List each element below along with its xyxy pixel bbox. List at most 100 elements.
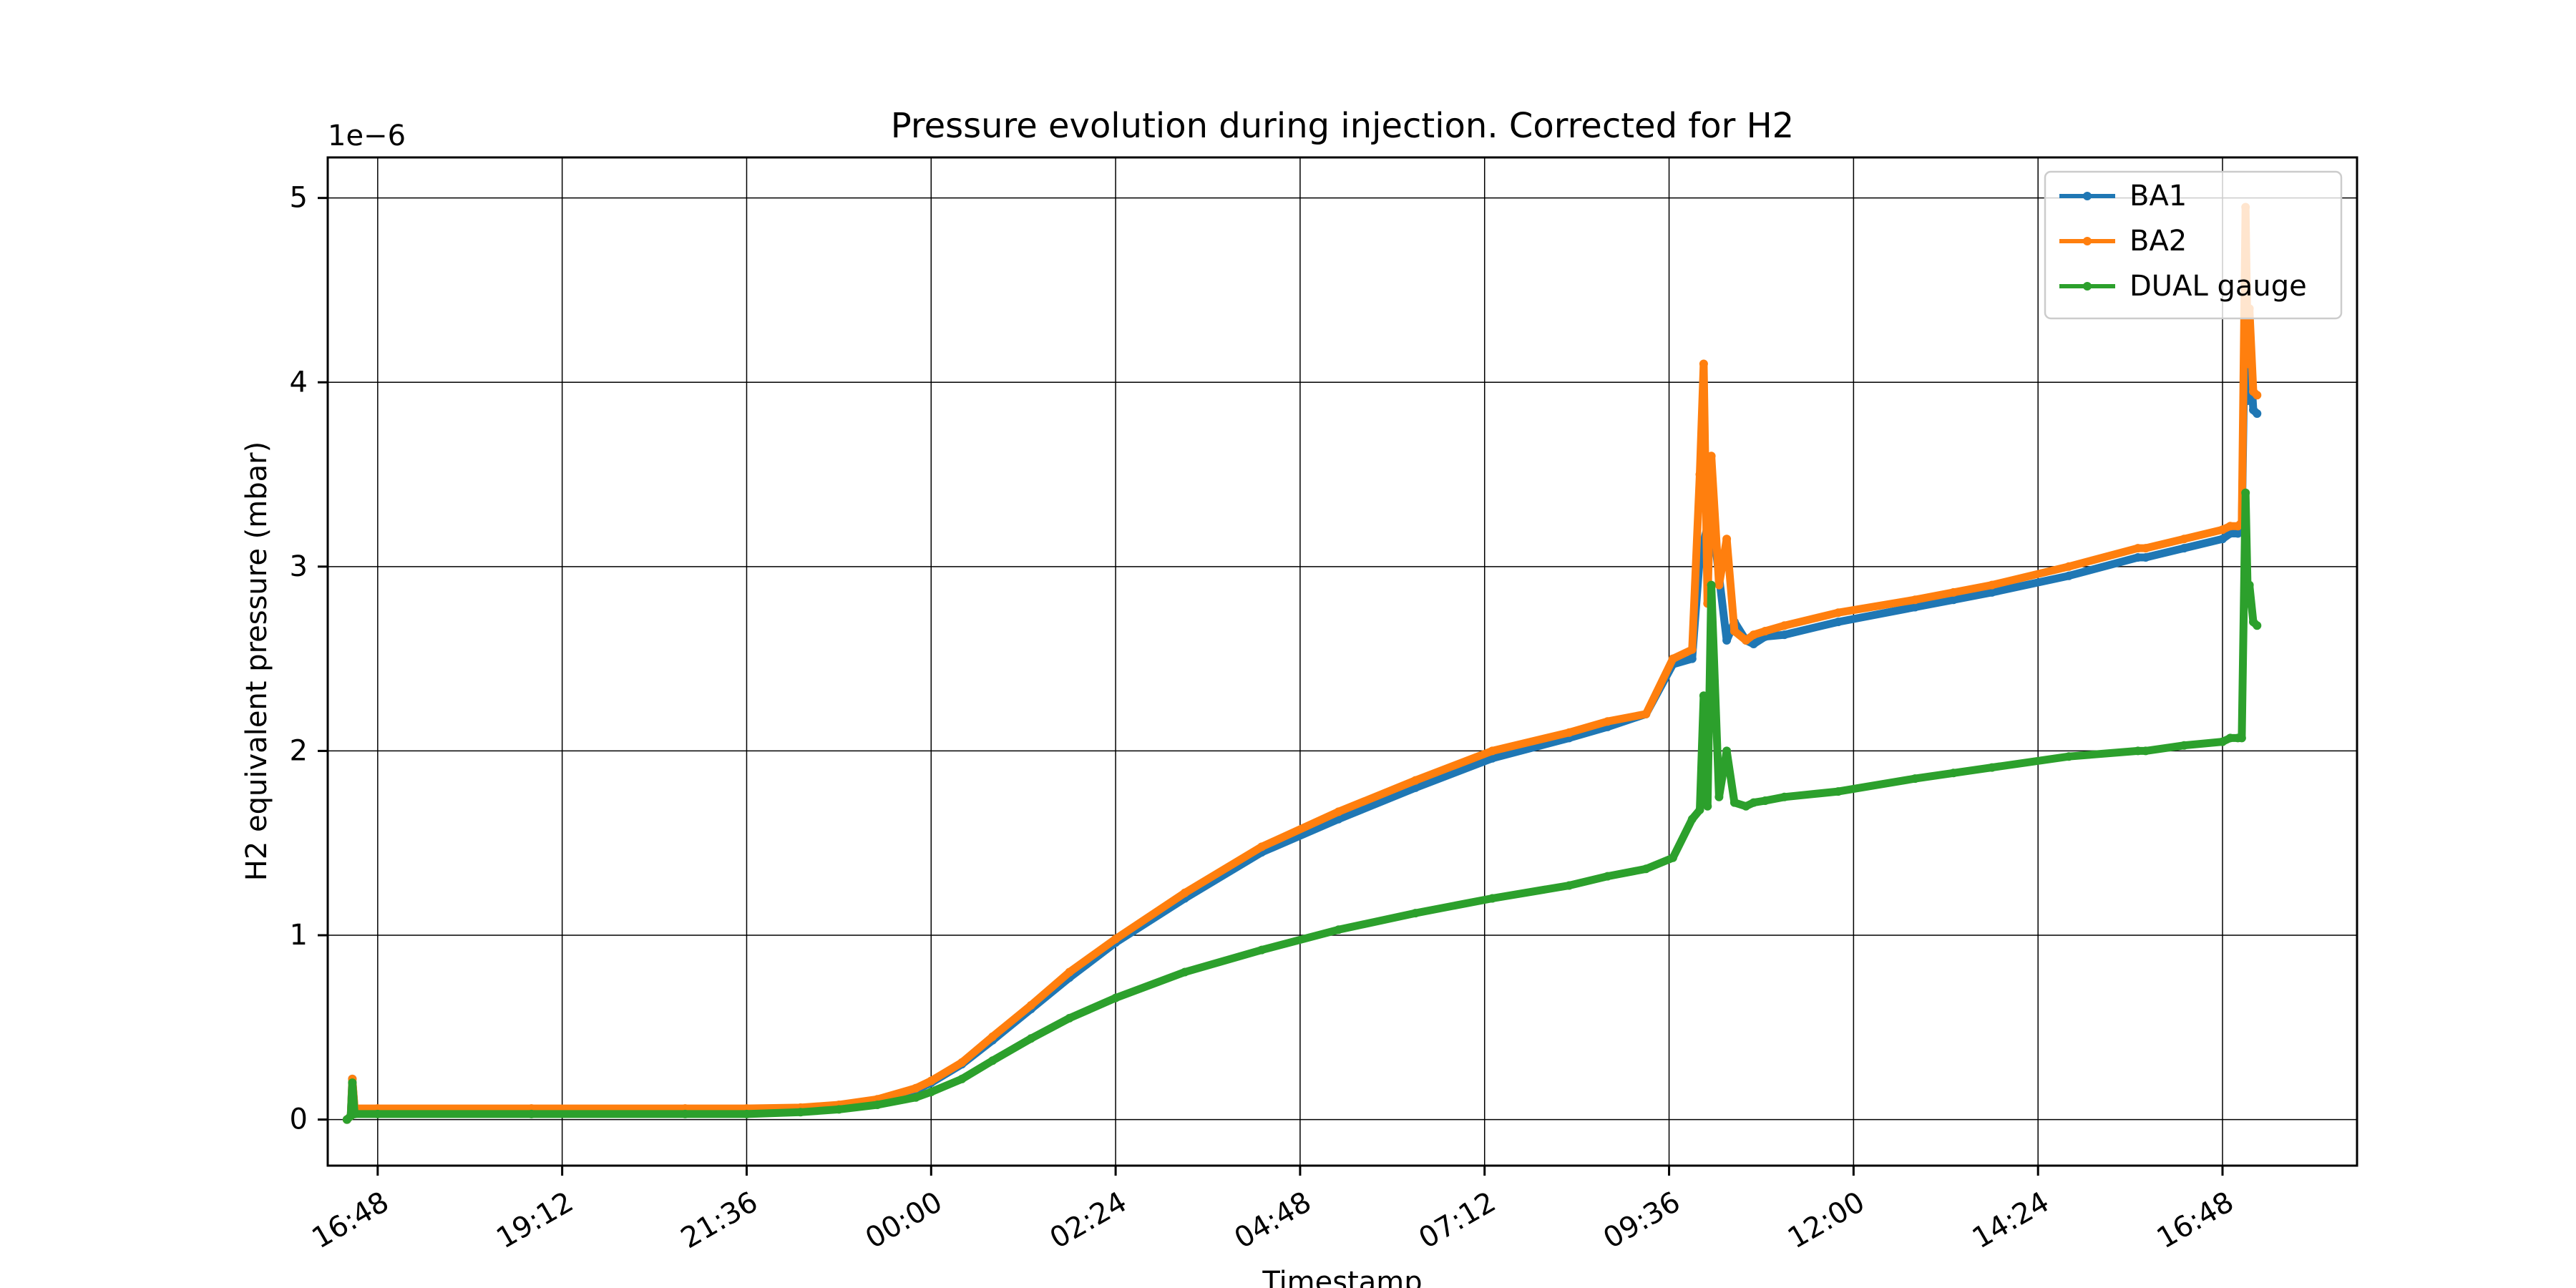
data-point-dual-gauge — [1641, 864, 1651, 874]
data-point-dual-gauge — [2218, 737, 2227, 746]
data-point-dual-gauge — [1564, 881, 1574, 890]
data-point-dual-gauge — [348, 1078, 357, 1088]
data-point-dual-gauge — [2133, 746, 2142, 756]
data-point-dual-gauge — [927, 1088, 936, 1096]
data-point-dual-gauge — [1687, 814, 1697, 824]
data-point-ba2 — [1026, 1000, 1035, 1010]
data-point-dual-gauge — [2064, 752, 2074, 761]
data-point-dual-gauge — [1833, 787, 1843, 796]
series-group — [342, 203, 2262, 1124]
legend-marker-ba2 — [2083, 237, 2092, 245]
data-point-ba2 — [1687, 645, 1697, 654]
data-point-dual-gauge — [1111, 993, 1121, 1002]
data-point-ba2 — [1257, 842, 1267, 852]
data-point-ba2 — [1065, 967, 1074, 977]
legend-label-ba1: BA1 — [2129, 180, 2187, 213]
data-point-dual-gauge — [1742, 801, 1750, 811]
data-point-ba2 — [1722, 535, 1732, 544]
data-point-dual-gauge — [1488, 894, 1497, 903]
data-point-ba1 — [1488, 753, 1497, 763]
data-point-dual-gauge — [2237, 733, 2246, 743]
data-point-ba2 — [1699, 359, 1708, 369]
data-point-ba1 — [2141, 553, 2150, 562]
data-point-ba1 — [2180, 544, 2189, 553]
data-point-ba2 — [1488, 746, 1497, 756]
data-point-ba2 — [911, 1083, 920, 1093]
data-point-dual-gauge — [1603, 872, 1612, 881]
y-tick-label: 2 — [290, 734, 308, 767]
series-line-dual-gauge — [343, 489, 2261, 1124]
series-line-ba2 — [343, 203, 2261, 1124]
data-point-ba1 — [1987, 587, 1996, 597]
y-tick-label: 5 — [290, 182, 308, 215]
data-point-ba1 — [1911, 602, 1920, 612]
data-point-dual-gauge — [1987, 763, 1996, 772]
series-dual-gauge — [342, 488, 2262, 1124]
data-point-dual-gauge — [2253, 621, 2262, 630]
data-point-dual-gauge — [1911, 774, 1920, 784]
data-point-ba2 — [988, 1032, 997, 1041]
data-point-ba2 — [1780, 621, 1789, 630]
data-point-ba1 — [2064, 571, 2074, 580]
data-point-ba2 — [2180, 535, 2189, 544]
data-point-dual-gauge — [1707, 580, 1716, 590]
data-point-ba1 — [1780, 630, 1789, 640]
data-point-ba2 — [1334, 807, 1343, 816]
y-tick-label: 3 — [290, 550, 308, 583]
data-point-ba2 — [1833, 608, 1843, 618]
data-point-ba2 — [1180, 888, 1189, 897]
data-point-dual-gauge — [1780, 792, 1789, 801]
legend-label-dual-gauge: DUAL gauge — [2129, 270, 2307, 303]
data-point-dual-gauge — [1729, 798, 1739, 807]
data-point-ba2 — [2133, 544, 2142, 553]
data-point-ba2 — [1564, 728, 1574, 737]
data-point-ba2 — [1111, 935, 1121, 944]
data-point-ba2 — [1729, 627, 1739, 635]
data-point-ba2 — [2141, 544, 2150, 553]
chart-title: Pressure evolution during injection. Cor… — [891, 106, 1794, 146]
data-point-dual-gauge — [1668, 853, 1677, 862]
data-point-dual-gauge — [1714, 792, 1724, 801]
data-point-ba2 — [1695, 470, 1704, 479]
data-point-ba2 — [2064, 562, 2074, 571]
data-point-ba1 — [1722, 635, 1732, 645]
data-point-ba1 — [1833, 618, 1843, 627]
y-offset-label: 1e−6 — [328, 119, 406, 152]
data-point-dual-gauge — [742, 1109, 751, 1118]
data-point-ba2 — [1760, 627, 1770, 635]
legend-label-ba2: BA2 — [2129, 225, 2187, 258]
data-point-dual-gauge — [2225, 733, 2235, 743]
data-point-dual-gauge — [1257, 945, 1267, 955]
data-point-ba2 — [1749, 630, 1758, 640]
data-point-dual-gauge — [1334, 925, 1343, 935]
data-point-ba2 — [1707, 452, 1716, 461]
y-axis-label: H2 equivalent pressure (mbar) — [240, 441, 273, 881]
data-point-ba2 — [2218, 525, 2227, 535]
data-point-dual-gauge — [2241, 488, 2250, 497]
legend: BA1 BA2 DUAL gauge — [2044, 170, 2343, 320]
data-point-dual-gauge — [2245, 580, 2254, 590]
data-point-ba2 — [1668, 654, 1677, 663]
legend-marker-dual-gauge — [2083, 282, 2092, 291]
data-point-ba2 — [2253, 391, 2262, 400]
data-point-dual-gauge — [988, 1056, 997, 1065]
data-point-dual-gauge — [796, 1108, 805, 1117]
data-point-ba1 — [2218, 535, 2227, 544]
data-point-dual-gauge — [1699, 691, 1708, 701]
data-point-ba2 — [927, 1076, 936, 1085]
data-point-dual-gauge — [1722, 746, 1732, 756]
legend-marker-ba1 — [2083, 192, 2092, 200]
data-point-dual-gauge — [873, 1101, 882, 1109]
data-point-ba2 — [1411, 776, 1420, 785]
data-point-dual-gauge — [911, 1093, 920, 1102]
data-point-ba2 — [1987, 580, 1996, 590]
data-point-dual-gauge — [2243, 599, 2253, 608]
plot-frame — [326, 156, 2358, 1167]
data-point-dual-gauge — [1749, 798, 1758, 807]
data-point-ba1 — [1687, 654, 1697, 663]
data-point-ba1 — [1749, 640, 1758, 648]
data-point-ba2 — [1714, 580, 1724, 590]
data-point-ba2 — [1603, 717, 1612, 726]
data-point-ba2 — [1949, 587, 1958, 597]
data-point-dual-gauge — [1411, 909, 1420, 918]
